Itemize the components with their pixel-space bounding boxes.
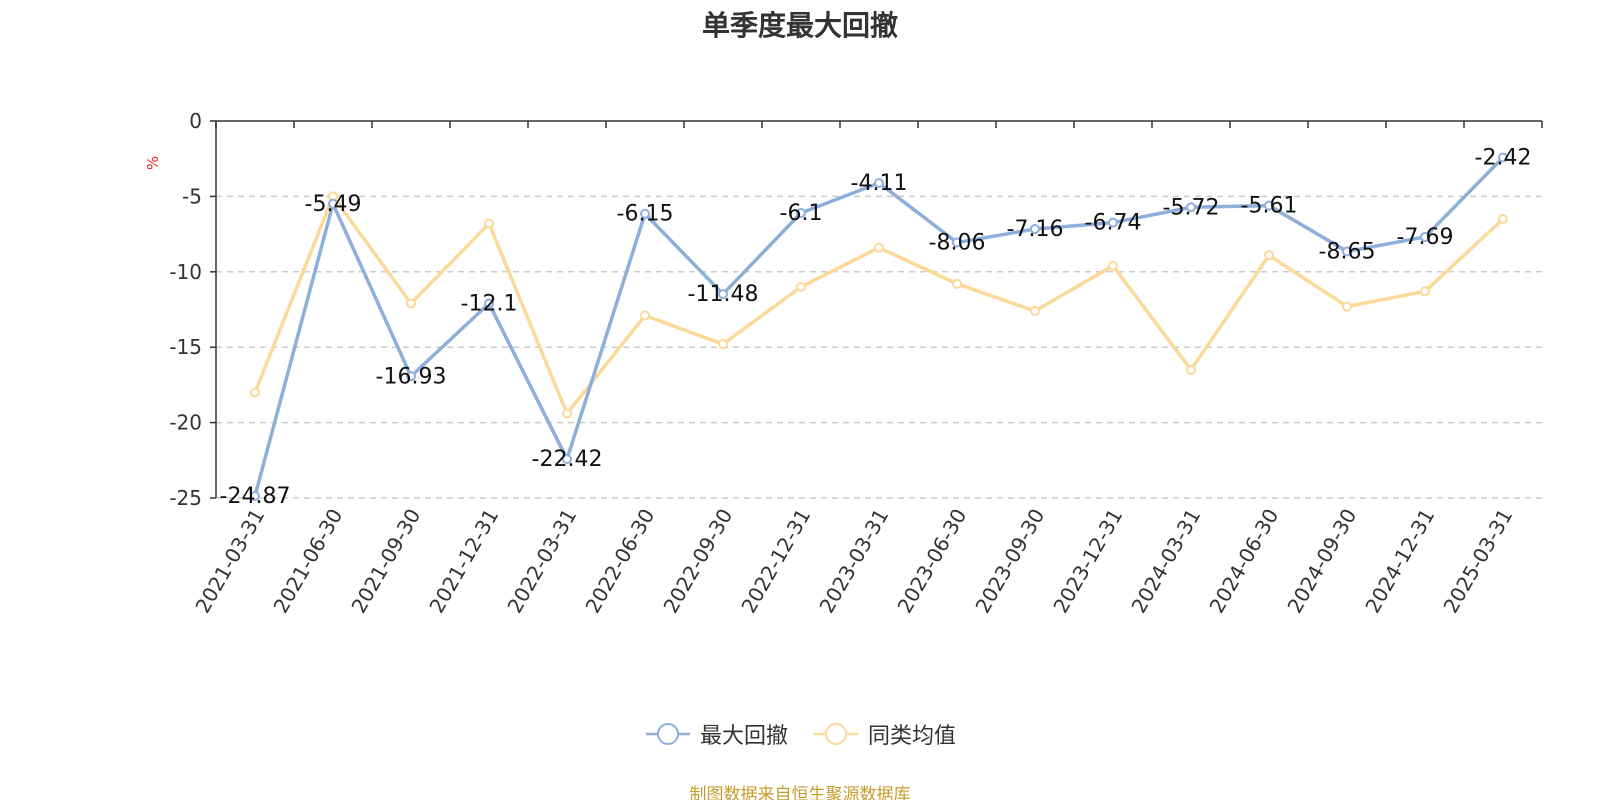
data-point: [406, 298, 416, 309]
data-point: [1030, 306, 1040, 317]
data-label: -6.15: [617, 202, 674, 227]
x-tick-label: 2023-09-30: [970, 505, 1049, 618]
data-point: [874, 242, 884, 253]
legend-marker-icon: [645, 723, 690, 745]
data-label: -12.1: [461, 291, 518, 316]
y-tick-label: -15: [169, 335, 202, 359]
x-tick-label: 2021-03-31: [190, 505, 269, 618]
data-point: [250, 387, 260, 398]
data-label: -5.61: [1241, 194, 1298, 219]
x-tick-label: 2024-03-31: [1126, 505, 1205, 618]
legend: 最大回撤 同类均值: [0, 718, 1600, 750]
data-label: -22.42: [532, 447, 603, 472]
data-point: [484, 218, 494, 229]
data-point: [1420, 286, 1430, 297]
data-label: -7.69: [1397, 225, 1454, 250]
data-point: [718, 289, 728, 300]
data-point: [328, 198, 338, 209]
y-axis-label: %: [144, 156, 162, 170]
data-label: -5.72: [1163, 195, 1220, 220]
data-label: -11.48: [688, 282, 759, 307]
data-point: [952, 237, 962, 248]
legend-marker-icon: [814, 723, 858, 745]
x-tick-label: 2022-03-31: [502, 505, 581, 618]
x-tick-label: 2021-09-30: [346, 505, 425, 618]
data-point: [562, 454, 572, 465]
series-line-0: [253, 156, 1505, 497]
data-point: [1186, 202, 1196, 213]
data-point: [796, 281, 806, 292]
axes: 0-5-10-15-20-25%2021-03-31 2021-06-30 2021…: [144, 109, 1543, 618]
legend-label: 同类均值: [868, 724, 957, 749]
data-label: -6.74: [1085, 211, 1142, 236]
x-tick-label: 2022-12-31: [736, 505, 815, 618]
data-label: -5.49: [305, 192, 362, 217]
x-tick-label: 2022-06-30: [580, 505, 659, 618]
legend-swatch-icon: [644, 722, 692, 746]
y-tick-label: -20: [169, 411, 202, 435]
data-label: -24.87: [220, 484, 291, 509]
legend-circle: [825, 723, 847, 745]
data-point: [1342, 301, 1352, 312]
x-tick-label: 2022-09-30: [658, 505, 737, 618]
data-point: [484, 298, 494, 309]
data-point: [796, 207, 806, 218]
grid-lines: [216, 195, 1542, 499]
legend-label: 最大回撤: [699, 724, 788, 749]
data-point: [562, 408, 572, 419]
legend-item-series-0[interactable]: 最大回撤: [644, 718, 788, 750]
data-point: [952, 278, 962, 289]
y-tick-label: -25: [169, 486, 202, 510]
data-point: [1498, 214, 1508, 225]
data-point: [1498, 152, 1508, 163]
data-labels: -24.87 -5.49 -16.93 -12.1 -22.42 -6.15 -11.48 -…: [220, 145, 1532, 509]
data-label: -8.06: [929, 231, 986, 256]
y-tick-label: 0: [189, 109, 202, 133]
source-note: 制图数据来自恒生聚源数据库: [689, 785, 911, 800]
data-label: -16.93: [376, 364, 447, 389]
data-point: [1264, 200, 1274, 211]
data-point: [406, 371, 416, 382]
y-tick-label: -10: [169, 260, 202, 284]
data-point: [250, 491, 260, 502]
x-tick-label: 2024-06-30: [1204, 505, 1283, 618]
data-label: -8.65: [1319, 239, 1376, 264]
y-tick-label: -5: [182, 184, 202, 208]
data-point: [1420, 231, 1430, 242]
chart-title: 单季度最大回撤: [701, 9, 898, 42]
x-tick-label: 2025-03-31: [1438, 505, 1517, 618]
x-tick-label: 2023-06-30: [892, 505, 971, 618]
x-tick-label: 2021-06-30: [268, 505, 347, 618]
x-tick-label: 2023-12-31: [1048, 505, 1127, 618]
data-point: [1264, 250, 1274, 261]
x-tick-label: 2021-12-31: [424, 505, 503, 618]
data-label: -2.42: [1475, 145, 1532, 170]
data-point: [1030, 223, 1040, 234]
legend-swatch-icon: [812, 722, 860, 746]
data-point: [1108, 260, 1118, 271]
legend-circle: [656, 723, 679, 745]
data-point: [874, 177, 884, 188]
legend-item-series-1[interactable]: 同类均值: [812, 718, 956, 750]
data-point: [718, 339, 728, 350]
series-lines: [250, 152, 1508, 502]
data-point: [1342, 246, 1352, 257]
data-point: [640, 310, 650, 321]
line-chart: 0-5-10-15-20-25%2021-03-31 2021-06-30 2021…: [144, 109, 1543, 618]
data-label: -7.16: [1007, 217, 1064, 242]
x-tick-label: 2023-03-31: [814, 505, 893, 618]
data-label: -6.1: [780, 201, 823, 226]
x-tick-label: 2024-12-31: [1360, 505, 1439, 618]
data-point: [1108, 217, 1118, 228]
data-point: [1186, 364, 1196, 375]
x-tick-label: 2024-09-30: [1282, 505, 1361, 618]
data-point: [640, 208, 650, 219]
data-label: -4.11: [851, 171, 908, 196]
